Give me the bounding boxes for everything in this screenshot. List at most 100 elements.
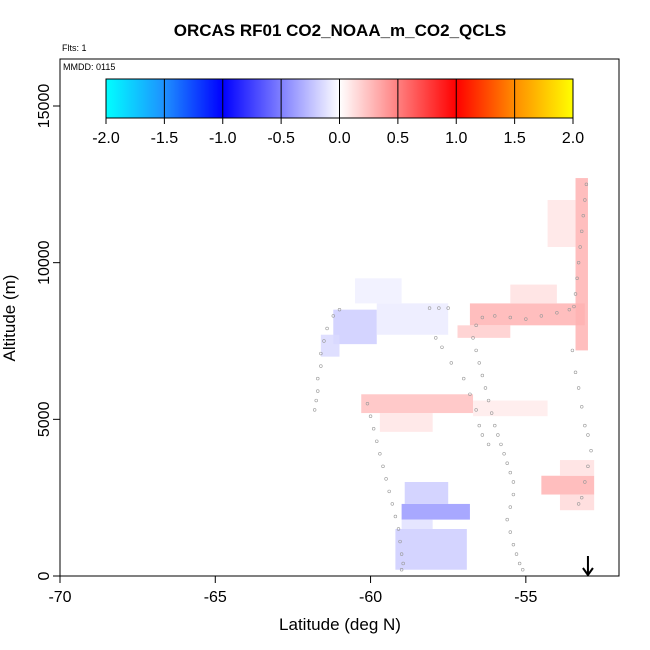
track-point [555,311,559,315]
heatmap-cell [457,325,511,338]
colorbar-tick-label: 1.5 [504,130,526,147]
heatmap-cell [401,503,470,520]
track-point [580,229,584,234]
track-point [319,364,323,368]
track-point [496,433,500,437]
track-point [325,326,329,331]
heatmap-cell [510,284,557,304]
heatmap-cell [333,309,377,345]
track-point [581,213,585,218]
track-point [567,307,572,312]
track-point [586,464,590,469]
track-point [449,361,453,365]
track-point [371,427,376,431]
track-point [322,339,326,343]
heatmap-cell [379,413,433,432]
track-point [331,314,335,318]
track-point [399,568,404,572]
track-point [399,552,404,556]
track-point [483,386,488,390]
flight-track [312,182,593,572]
track-point [583,423,587,428]
track-point [583,198,587,202]
latitude-marker [582,556,594,577]
track-point [314,398,318,403]
flights-note: Flts: 1 [62,43,87,53]
track-point [480,315,485,320]
track-point [505,517,509,522]
track-point [508,505,513,509]
marker-arrow-head [582,567,594,577]
track-point [511,492,516,497]
track-point [477,423,481,428]
colorbar: -2.0 -1.5 -1.0 -0.5 0.0 0.5 1.0 1.5 2.0 [92,78,584,147]
track-point [576,502,581,506]
track-point [319,351,323,356]
heatmap-cell [547,200,576,247]
track-point [584,182,589,187]
track-point [384,477,388,481]
y-tick-label: 0 [36,571,53,580]
track-point [398,539,402,544]
track-point [589,448,593,453]
heatmap-cell [401,519,433,529]
colorbar-tick-label: 0.0 [328,130,350,147]
track-point [486,398,491,403]
track-point [387,489,391,494]
track-point [580,405,584,409]
x-axis-label: Latitude (deg N) [279,615,401,634]
x-tick-label: -60 [359,589,382,606]
colorbar-tick-label: -1.5 [151,130,179,147]
y-axis-label: Altitude (m) [0,275,19,362]
track-point [508,530,513,534]
heatmap-cell [559,460,595,476]
track-point [446,306,450,310]
heatmap-cell [541,475,595,495]
track-point [486,442,491,447]
track-point [521,568,525,572]
colorbar-tick-label: 2.0 [562,130,584,147]
track-point [517,561,522,566]
track-point [434,336,438,340]
track-point [576,260,581,265]
y-tick-label: 15000 [36,84,53,129]
heatmap-cell [355,278,402,304]
heatmap-cell [473,400,548,417]
track-point [480,433,485,437]
track-point [508,315,513,320]
y-tick-label: 10000 [36,240,53,285]
y-tick-label: 5000 [36,401,53,437]
colorbar-tick-label: 1.0 [445,130,467,147]
track-point [312,408,317,412]
track-point [493,423,497,428]
track-point [489,411,494,415]
track-point [570,348,575,353]
track-point [316,389,320,393]
track-point [514,552,519,556]
track-point [381,464,385,469]
track-point [493,314,497,318]
track-point [572,304,576,309]
track-point [471,336,475,340]
track-point [337,307,342,312]
colorbar-tick-label: -0.5 [267,130,295,147]
track-point [580,495,584,500]
x-tick-label: -65 [204,589,227,606]
date-note: MMDD: 0115 [63,62,115,72]
track-point [499,442,503,447]
chart-title: ORCAS RF01 CO2_NOAA_m_CO2_QCLS [174,21,507,40]
track-point [437,306,441,310]
track-point [368,414,373,418]
track-point [474,408,478,412]
track-point [573,292,578,296]
track-point [401,561,405,566]
track-point [480,373,485,378]
x-tick-label: -70 [48,589,71,606]
track-point [578,245,582,249]
track-point [505,461,509,465]
heatmap-cell [404,482,449,504]
track-point [474,348,478,353]
track-point [375,439,379,443]
colorbar-tick-label: -1.0 [209,130,237,147]
